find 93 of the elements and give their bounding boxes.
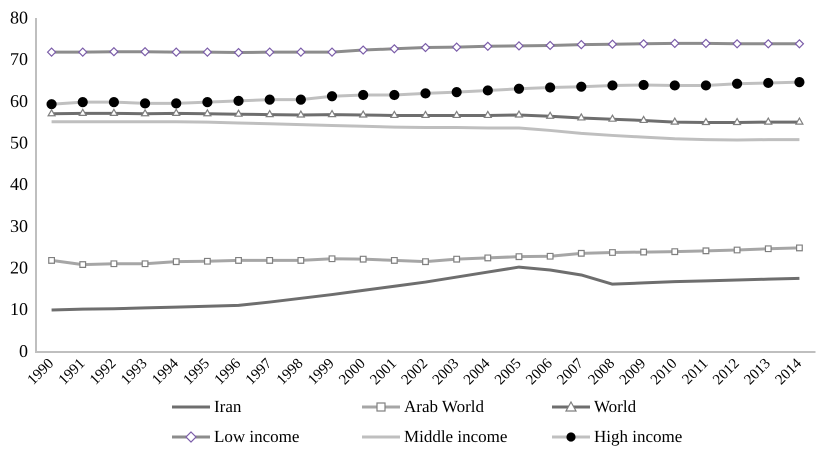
x-tick-label: 2011: [679, 356, 712, 388]
point: [296, 110, 305, 118]
point: [764, 39, 773, 48]
legend-label: Low income: [214, 427, 300, 447]
x-tick-label: 1999: [305, 356, 338, 388]
y-tick-label: 20: [10, 257, 28, 278]
point: [172, 108, 180, 116]
point: [576, 40, 586, 50]
point: [701, 38, 711, 48]
point: [670, 38, 680, 48]
point: [358, 45, 368, 55]
point: [452, 110, 461, 118]
point: [172, 48, 181, 57]
legend-label: High income: [594, 427, 682, 447]
legend-label: Arab World: [404, 397, 484, 417]
point: [794, 39, 804, 48]
y-tick-label: 10: [10, 299, 28, 320]
point: [421, 110, 430, 118]
point: [204, 258, 211, 265]
point: [795, 118, 804, 125]
point: [48, 109, 56, 116]
point: [546, 252, 554, 260]
point: [46, 48, 56, 57]
point: [484, 254, 492, 262]
point: [420, 42, 430, 52]
legend-label: World: [594, 397, 636, 417]
point: [328, 110, 336, 118]
point: [203, 109, 212, 116]
point: [296, 48, 306, 57]
point: [140, 109, 150, 116]
point: [764, 118, 772, 125]
y-tick-label: 80: [10, 8, 28, 28]
point: [640, 116, 648, 124]
point: [297, 256, 304, 264]
point: [172, 258, 180, 266]
point: [577, 113, 586, 121]
point: [702, 247, 710, 254]
point: [140, 47, 150, 56]
point: [671, 248, 678, 256]
point: [202, 48, 212, 57]
point: [78, 48, 88, 57]
y-tick-label: 60: [10, 90, 28, 111]
point: [327, 48, 337, 57]
point: [79, 261, 86, 268]
point: [639, 39, 648, 48]
x-tick-label: 1992: [86, 356, 120, 388]
point: [235, 256, 242, 264]
point: [234, 48, 244, 58]
point: [734, 246, 741, 254]
point: [483, 42, 492, 51]
point: [265, 48, 274, 57]
point: [359, 110, 368, 118]
point: [110, 260, 118, 268]
y-tick-label: 70: [10, 49, 28, 70]
point: [609, 249, 616, 256]
point: [608, 114, 617, 122]
point: [514, 41, 524, 50]
point: [546, 112, 554, 119]
point: [733, 118, 742, 126]
legend-label: Middle income: [404, 427, 508, 447]
point: [390, 44, 399, 54]
point: [640, 248, 648, 256]
point: [110, 108, 118, 116]
point: [514, 110, 524, 118]
point: [390, 256, 398, 264]
point: [764, 245, 772, 252]
point: [702, 118, 710, 126]
y-tick-label: 50: [10, 132, 28, 153]
point: [732, 39, 742, 48]
point: [234, 110, 243, 117]
point: [546, 40, 555, 50]
point: [452, 42, 462, 52]
y-tick-label: 30: [10, 216, 28, 236]
point: [142, 260, 148, 268]
point: [422, 258, 429, 266]
point: [78, 108, 87, 116]
point: [516, 253, 522, 260]
point: [266, 256, 274, 264]
x-tick-label: 1991: [56, 356, 88, 388]
point: [453, 256, 460, 263]
point: [266, 110, 274, 118]
point: [390, 110, 398, 118]
point: [578, 250, 585, 257]
point: [360, 256, 367, 263]
point: [484, 110, 492, 118]
point: [796, 244, 803, 252]
point: [48, 256, 56, 264]
y-tick-label: 40: [10, 174, 28, 194]
point: [608, 40, 618, 49]
legend-label: Iran: [214, 397, 242, 417]
point: [109, 47, 118, 56]
point: [670, 118, 679, 125]
point: [328, 255, 336, 262]
